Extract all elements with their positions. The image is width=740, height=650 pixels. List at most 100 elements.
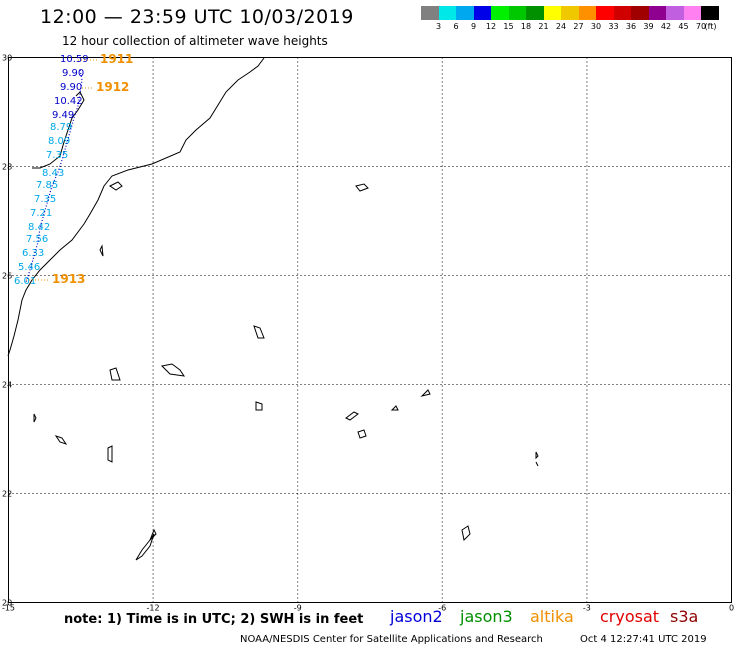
island (99, 244, 104, 257)
island (535, 451, 539, 460)
pass-number-label: 1911 (100, 52, 133, 66)
satellite-legend-entry: jason2 (390, 607, 443, 626)
island (255, 401, 263, 411)
map-frame (8, 57, 732, 603)
africa-coastline (7, 57, 265, 357)
islands (33, 181, 539, 561)
island (461, 525, 471, 542)
colorbar-swatch (421, 6, 439, 20)
colorbar-label: 27 (573, 22, 584, 31)
wave-height-observation: 6.01 (14, 276, 36, 287)
lat-tick-label: 22 (2, 490, 12, 499)
colorbar-swatch (543, 6, 561, 20)
colorbar-swatch (683, 6, 701, 20)
colorbar-label: 33 (608, 22, 619, 31)
colorbar-labels: 3 6 9 12 15 18 21 24 27 30 33 36 39 42 45 70 (ft) (421, 22, 740, 34)
timestamp: Oct 4 12:27:41 UTC 2019 (580, 634, 707, 645)
island (109, 181, 123, 191)
colorbar-swatch (701, 6, 719, 20)
island (535, 461, 539, 467)
colorbar-swatch (631, 6, 649, 20)
wave-height-observation: 7.21 (30, 208, 52, 219)
island (253, 325, 265, 339)
wave-height-observation: 7.56 (26, 234, 48, 245)
wave-height-observation: 9.90 (60, 82, 82, 93)
island (107, 445, 113, 463)
wave-height-observation: 6.33 (22, 248, 44, 259)
lon-tick-label: -9 (294, 604, 302, 613)
pass-labels-layer: 1911 1912 1913 (26, 52, 133, 286)
satellite-legend-entry: altika (530, 607, 574, 626)
colorbar-swatch (508, 6, 526, 20)
chart-subtitle: 12 hour collection of altimeter wave hei… (62, 34, 328, 48)
map-grid (8, 57, 732, 603)
island (357, 429, 367, 439)
satellite-legend-entry: jason3 (460, 607, 513, 626)
colorbar-swatch (438, 6, 456, 20)
colorbar-swatch (578, 6, 596, 20)
island (355, 183, 369, 192)
pass-number-label: 1913 (52, 272, 85, 286)
lon-tick-label: -6 (438, 604, 446, 613)
colorbar-label: 45 (678, 22, 689, 31)
wave-height-observation: 8.43 (42, 168, 64, 179)
dotted-gridlines (8, 57, 732, 603)
lat-tick-label: 24 (2, 381, 12, 390)
island (160, 363, 186, 377)
lat-tick-label: 20 (2, 599, 12, 608)
colorbar-swatch (561, 6, 579, 20)
wave-height-colorbar (421, 6, 719, 20)
wave-height-observation: 8.09 (48, 136, 70, 147)
colorbar-label: 24 (555, 22, 567, 31)
wave-height-observation: 7.35 (34, 194, 56, 205)
island (345, 411, 359, 421)
colorbar-label: 12 (485, 22, 497, 31)
wave-height-observation: 8.42 (28, 222, 50, 233)
lat-tick-label: 30 (2, 54, 12, 63)
colorbar-label: 21 (538, 22, 549, 31)
footer-note: note: 1) Time is in UTC; 2) SWH is in fe… (64, 612, 364, 627)
lon-tick-label: -3 (583, 604, 591, 613)
colorbar-swatch (473, 6, 491, 20)
colorbar-label: 39 (643, 22, 654, 31)
wave-height-observation: 7.35 (46, 150, 68, 161)
colorbar-swatch (666, 6, 684, 20)
lon-tick-label: 0 (729, 604, 734, 613)
colorbar-label: 15 (503, 22, 514, 31)
colorbar-label: 18 (520, 22, 532, 31)
colorbar-swatch (491, 6, 509, 20)
wave-height-observation: 9.49 (52, 110, 74, 121)
island (109, 367, 121, 381)
wave-height-observation: 7.85 (36, 180, 58, 191)
lat-tick-label: 26 (2, 272, 12, 281)
colorbar-swatch (456, 6, 474, 20)
pass-number-label: 1912 (96, 80, 129, 94)
colorbar-label: 9 (470, 22, 477, 31)
colorbar-label: 30 (590, 22, 602, 31)
colorbar-swatch (596, 6, 614, 20)
colorbar-label: 36 (625, 22, 637, 31)
island (390, 405, 399, 411)
wave-height-observation: 5.46 (18, 262, 40, 273)
colorbar-swatch (526, 6, 544, 20)
wave-height-observation: 8.79 (50, 122, 72, 133)
island (54, 435, 68, 445)
satellite-track (25, 69, 83, 283)
island (149, 528, 157, 541)
satellite-legend-entry: cryosat (600, 607, 660, 626)
island (33, 413, 37, 423)
colorbar-label: 6 (453, 22, 459, 31)
colorbar-unit: (ft) (704, 22, 717, 31)
lat-tick-label: 28 (2, 163, 12, 172)
track-coastline-detail (32, 91, 85, 169)
observations-layer: 10.599.909.9010.429.498.798.097.358.437.… (14, 54, 89, 287)
island (420, 389, 431, 397)
wave-height-observation: 10.42 (54, 96, 83, 107)
chart-title: 12:00 — 23:59 UTC 10/03/2019 (40, 6, 354, 28)
island (135, 533, 155, 561)
axis-tick-labels: 30 28 26 24 22 20-15 -12 -9 -6 -3 0 (2, 54, 734, 613)
wave-height-observation: 10.59 (60, 54, 89, 65)
lon-tick-label: -12 (147, 604, 160, 613)
satellite-legend-entry: s3a (670, 607, 699, 626)
